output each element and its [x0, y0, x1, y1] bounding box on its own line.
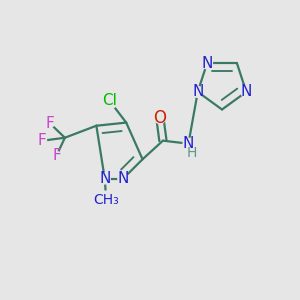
- Text: Cl: Cl: [102, 94, 117, 109]
- Circle shape: [97, 191, 115, 209]
- Text: CH₃: CH₃: [93, 193, 119, 207]
- Circle shape: [202, 58, 212, 69]
- Circle shape: [38, 136, 46, 145]
- Text: N: N: [118, 171, 129, 186]
- Text: F: F: [38, 133, 47, 148]
- Circle shape: [241, 86, 252, 97]
- Circle shape: [192, 86, 203, 97]
- Text: F: F: [52, 148, 61, 163]
- Circle shape: [99, 173, 110, 184]
- Text: O: O: [153, 109, 167, 127]
- Text: N: N: [192, 84, 203, 99]
- Text: N: N: [201, 56, 213, 71]
- Circle shape: [154, 113, 165, 124]
- Text: N: N: [183, 136, 194, 151]
- Circle shape: [118, 173, 129, 184]
- Text: H: H: [186, 146, 197, 160]
- Circle shape: [46, 119, 54, 128]
- Circle shape: [52, 152, 61, 160]
- Text: N: N: [241, 84, 252, 99]
- Circle shape: [183, 138, 194, 149]
- Text: N: N: [99, 171, 110, 186]
- Circle shape: [102, 93, 118, 109]
- Text: F: F: [46, 116, 54, 131]
